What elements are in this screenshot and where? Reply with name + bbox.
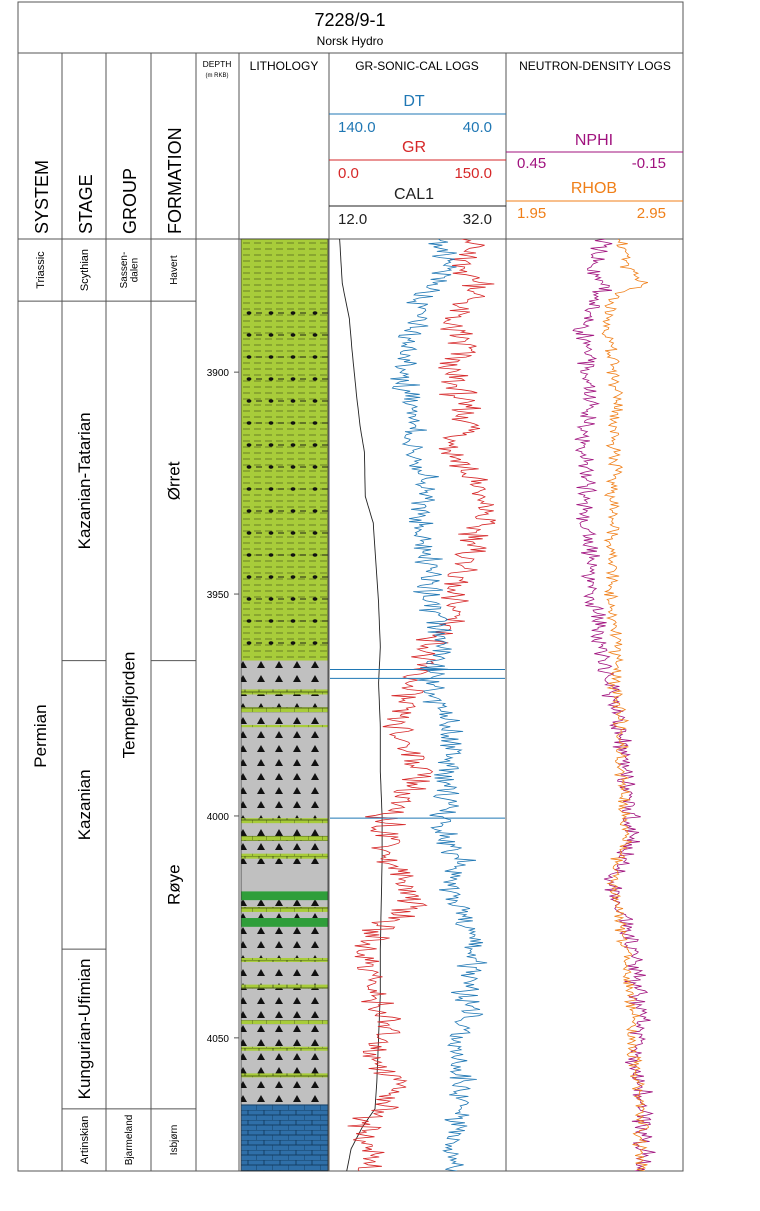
formation-label: Havert <box>169 255 180 285</box>
lithology-streak <box>241 707 328 713</box>
frame <box>17 1 684 1172</box>
lithology-streak <box>241 818 328 824</box>
stage-label: Kazanian-Tatarian <box>75 412 94 549</box>
dt-left-scale: 140.0 <box>338 119 376 136</box>
header-stage: STAGE <box>76 174 96 234</box>
header-depth: DEPTH <box>203 59 232 69</box>
header-formation: FORMATION <box>165 127 185 234</box>
lithology-streak <box>241 906 328 912</box>
lithology-streak <box>241 689 328 695</box>
stage-label: Artinskian <box>79 1116 91 1164</box>
lithology-sandstone <box>241 660 328 670</box>
lithology-streak <box>241 957 328 962</box>
cal1-right-scale: 32.0 <box>463 211 492 228</box>
depth-tick-label: 3900 <box>207 368 230 379</box>
operator-name: Norsk Hydro <box>317 34 384 48</box>
lithology-column <box>240 238 329 1172</box>
nphi-scale-header: NPHI 0.45 -0.15 <box>506 132 683 172</box>
depth-axis: 3900 3950 4000 4050 <box>207 368 239 1045</box>
system-label: Triassic <box>35 251 47 289</box>
gr-sonic-cal-track <box>330 239 505 1171</box>
dt-scale-header: DT 140.0 40.0 <box>329 93 506 136</box>
rhob-right-scale: 2.95 <box>637 205 666 222</box>
curve-cal1 <box>339 239 383 1171</box>
curve-rhob <box>601 239 649 1171</box>
gr-right-scale: 150.0 <box>454 165 492 182</box>
well-title: 7228/9-1 <box>314 10 385 30</box>
lithology-sandstone <box>241 669 328 683</box>
lithology-green_bed <box>241 891 328 901</box>
curve-gr <box>347 239 496 1171</box>
stage-label: Kungurian-Ufimian <box>75 959 94 1100</box>
depth-tick-label: 4050 <box>207 1034 230 1045</box>
dt-right-scale: 40.0 <box>463 119 492 136</box>
lithology-streak <box>241 1020 328 1025</box>
lithology-green_bed <box>241 918 328 927</box>
gr-name: GR <box>402 139 426 156</box>
lithology-streak <box>241 853 328 859</box>
stage-label: Kazanian <box>75 769 94 840</box>
group-label: Bjarmeland <box>124 1115 135 1166</box>
cal1-scale-header: CAL1 12.0 32.0 <box>329 186 506 228</box>
gr-left-scale: 0.0 <box>338 165 359 182</box>
header-system: SYSTEM <box>32 160 52 234</box>
stage-label: Scythian <box>79 249 91 291</box>
curve-nphi <box>572 239 656 1171</box>
rhob-name: RHOB <box>571 180 617 197</box>
group-label: Sassen-dalen <box>119 252 141 289</box>
nphi-left-scale: 0.45 <box>517 155 546 172</box>
cal1-left-scale: 12.0 <box>338 211 367 228</box>
formation-label: Røye <box>164 864 183 905</box>
depth-tick-label: 4000 <box>207 812 230 823</box>
depth-tick-label: 3950 <box>207 590 230 601</box>
header-lithology: LITHOLOGY <box>250 59 319 73</box>
lithology-streak <box>241 984 328 989</box>
lithology-nodules <box>241 301 328 661</box>
lithology-streak <box>241 1073 328 1078</box>
lithology-limestone <box>241 1104 328 1171</box>
curve-dt <box>390 239 488 1171</box>
formation-label: Isbjørn <box>169 1125 180 1156</box>
formation-label: Ørret <box>164 461 183 500</box>
rhob-scale-header: RHOB 1.95 2.95 <box>506 180 683 222</box>
cal1-name: CAL1 <box>394 186 434 203</box>
dt-name: DT <box>403 93 425 110</box>
stratigraphy-columns: Triassic Permian Scythian Kazanian-Tatarian… <box>18 249 196 1165</box>
nphi-name: NPHI <box>575 132 613 149</box>
lithology-border <box>240 238 329 1172</box>
gr-scale-header: GR 0.0 150.0 <box>329 139 506 182</box>
header-group: GROUP <box>120 168 140 234</box>
lithology-sandstone <box>241 926 328 1105</box>
lithology-streak <box>241 835 328 841</box>
lithology-sandstone <box>241 727 328 812</box>
header-depth-unit: (m RKB) <box>206 73 229 79</box>
rhob-left-scale: 1.95 <box>517 205 546 222</box>
system-label: Permian <box>31 704 50 767</box>
neutron-density-track <box>572 239 656 1171</box>
header-neutron-density: NEUTRON-DENSITY LOGS <box>519 59 671 73</box>
lithology-streak <box>241 1046 328 1051</box>
header-gr-sonic-cal: GR-SONIC-CAL LOGS <box>355 59 479 73</box>
nphi-right-scale: -0.15 <box>632 155 666 172</box>
group-label: Tempelfjorden <box>119 652 138 759</box>
